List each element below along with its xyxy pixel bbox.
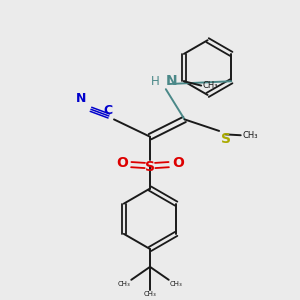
- Text: CH₃: CH₃: [170, 280, 183, 286]
- Text: C: C: [103, 104, 112, 117]
- Text: S: S: [145, 160, 155, 174]
- Text: H: H: [151, 75, 160, 88]
- Text: S: S: [221, 132, 231, 146]
- Text: CH₃: CH₃: [117, 280, 130, 286]
- Text: CH₃: CH₃: [242, 131, 258, 140]
- Text: O: O: [116, 157, 128, 170]
- Text: CH₃: CH₃: [203, 81, 218, 90]
- Text: CH₃: CH₃: [144, 291, 156, 297]
- Text: N: N: [165, 74, 177, 88]
- Text: O: O: [172, 157, 184, 170]
- Text: N: N: [76, 92, 87, 105]
